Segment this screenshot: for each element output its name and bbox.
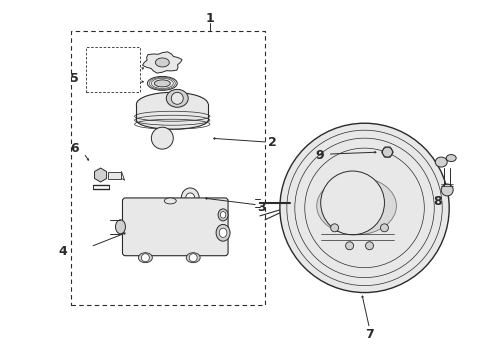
Ellipse shape xyxy=(166,89,188,107)
Circle shape xyxy=(280,123,449,293)
Text: 7: 7 xyxy=(365,328,374,341)
Circle shape xyxy=(172,92,183,104)
Ellipse shape xyxy=(164,198,176,204)
Ellipse shape xyxy=(219,228,227,237)
Circle shape xyxy=(441,184,453,196)
Ellipse shape xyxy=(154,80,171,87)
Circle shape xyxy=(366,242,373,250)
Ellipse shape xyxy=(155,58,169,67)
Ellipse shape xyxy=(116,220,125,234)
Circle shape xyxy=(142,254,149,262)
Bar xyxy=(107,171,122,179)
Ellipse shape xyxy=(216,224,230,241)
Ellipse shape xyxy=(186,193,195,203)
Ellipse shape xyxy=(446,154,456,162)
Circle shape xyxy=(189,254,197,262)
Ellipse shape xyxy=(218,209,228,221)
Ellipse shape xyxy=(317,177,396,235)
Circle shape xyxy=(383,147,392,157)
Circle shape xyxy=(345,242,354,250)
Polygon shape xyxy=(143,52,182,73)
Circle shape xyxy=(380,224,389,232)
Ellipse shape xyxy=(138,253,152,263)
Text: 1: 1 xyxy=(206,12,215,25)
Ellipse shape xyxy=(186,253,200,263)
Ellipse shape xyxy=(181,188,199,208)
Text: 3: 3 xyxy=(258,201,266,215)
Ellipse shape xyxy=(220,212,226,218)
Ellipse shape xyxy=(147,76,177,90)
Text: 5: 5 xyxy=(70,72,79,85)
FancyBboxPatch shape xyxy=(122,198,228,256)
Text: 8: 8 xyxy=(433,195,441,208)
Bar xyxy=(136,104,208,120)
Circle shape xyxy=(321,171,385,235)
Ellipse shape xyxy=(136,92,208,116)
Text: 4: 4 xyxy=(58,245,67,258)
Text: 2: 2 xyxy=(268,136,276,149)
Bar xyxy=(71,31,265,305)
Ellipse shape xyxy=(136,111,208,129)
Ellipse shape xyxy=(435,157,447,167)
Text: 6: 6 xyxy=(71,141,79,155)
Ellipse shape xyxy=(151,127,173,149)
Circle shape xyxy=(331,224,339,232)
Bar xyxy=(86,46,141,92)
Text: 9: 9 xyxy=(316,149,324,162)
